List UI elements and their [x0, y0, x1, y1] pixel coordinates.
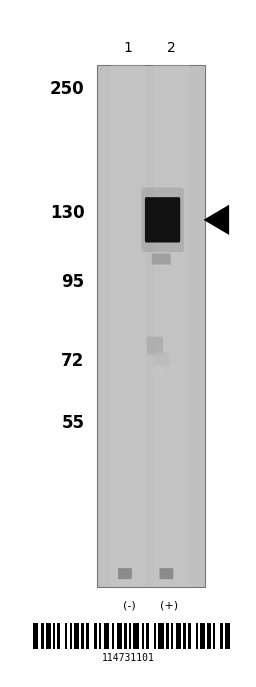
Text: 95: 95 — [61, 273, 84, 291]
Bar — [196, 623, 198, 649]
Text: (+): (+) — [160, 601, 178, 611]
Bar — [57, 623, 60, 649]
Bar — [53, 623, 55, 649]
Bar — [158, 623, 164, 649]
Bar — [117, 623, 122, 649]
Text: 250: 250 — [50, 80, 84, 98]
Bar — [129, 623, 131, 649]
FancyBboxPatch shape — [151, 368, 165, 377]
Bar — [41, 623, 44, 649]
Bar — [154, 65, 189, 587]
Bar — [166, 623, 169, 649]
FancyBboxPatch shape — [145, 197, 180, 243]
Bar — [104, 623, 109, 649]
Text: 2: 2 — [167, 41, 176, 55]
Bar — [46, 623, 51, 649]
Bar — [200, 623, 205, 649]
Bar — [188, 623, 191, 649]
Polygon shape — [204, 205, 229, 235]
Bar — [146, 623, 149, 649]
Bar — [171, 623, 173, 649]
Text: 130: 130 — [50, 204, 84, 222]
Bar — [65, 623, 67, 649]
Bar — [220, 623, 223, 649]
Bar — [97, 65, 205, 587]
Bar — [133, 623, 138, 649]
FancyBboxPatch shape — [159, 568, 173, 579]
Bar — [124, 623, 127, 649]
Bar — [176, 623, 182, 649]
Bar — [225, 623, 230, 649]
Bar — [112, 623, 114, 649]
Bar — [33, 623, 38, 649]
Bar — [94, 623, 97, 649]
FancyBboxPatch shape — [118, 568, 132, 579]
Text: 72: 72 — [61, 352, 84, 370]
FancyBboxPatch shape — [152, 254, 171, 264]
Bar — [110, 65, 146, 587]
Bar — [184, 623, 186, 649]
Bar — [99, 623, 101, 649]
Text: (-): (-) — [123, 601, 136, 611]
Bar — [213, 623, 215, 649]
Text: 1: 1 — [124, 41, 132, 55]
Text: 114731101: 114731101 — [102, 653, 154, 663]
Bar — [81, 623, 84, 649]
Text: 55: 55 — [61, 414, 84, 431]
Bar — [87, 623, 89, 649]
Bar — [207, 623, 211, 649]
FancyBboxPatch shape — [141, 188, 184, 252]
FancyBboxPatch shape — [154, 352, 169, 365]
FancyBboxPatch shape — [147, 337, 163, 354]
Bar — [74, 623, 79, 649]
Bar — [142, 623, 144, 649]
Bar — [70, 623, 72, 649]
Bar — [154, 623, 156, 649]
